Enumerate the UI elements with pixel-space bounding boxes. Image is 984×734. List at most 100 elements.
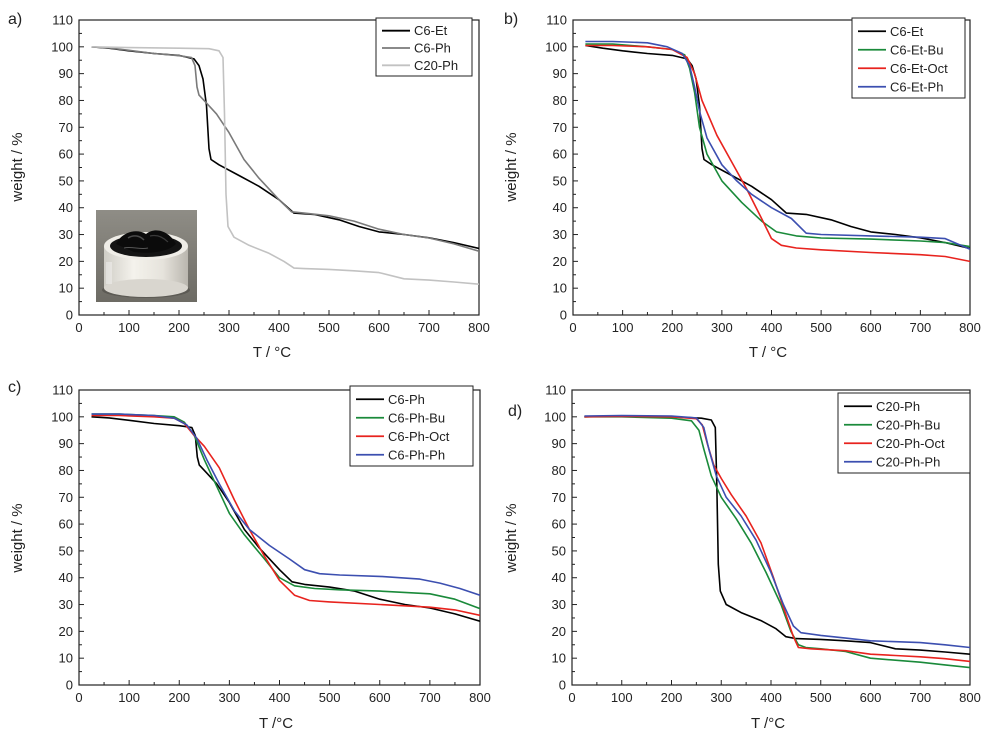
- y-tick-label: 90: [59, 66, 73, 81]
- x-tick-label: 700: [909, 690, 931, 705]
- x-tick-label: 0: [75, 320, 82, 335]
- legend-label: C6-Et: [414, 23, 448, 38]
- x-tick-label: 100: [118, 320, 140, 335]
- panel-c: 0 100 200 300 400 500 600 700 800 0 10 20 30 40 50 60 70…: [8, 379, 491, 732]
- x-tick-label: 0: [569, 320, 576, 335]
- y-tick-label: 0: [66, 678, 73, 693]
- y-tick-label: 50: [59, 173, 73, 188]
- y-tick-label: 70: [552, 490, 566, 505]
- x-tick-label: 700: [419, 690, 441, 705]
- y-tick-label: 110: [545, 383, 566, 398]
- x-tick-label: 600: [860, 690, 882, 705]
- y-tick-label: 100: [51, 409, 73, 424]
- panel-label: b): [504, 11, 518, 28]
- x-tick-label: 100: [611, 690, 633, 705]
- series-line-C6-Et: [585, 44, 970, 250]
- y-tick-label: 20: [552, 624, 566, 639]
- y-tick-label: 40: [552, 570, 566, 585]
- y-tick-label: 30: [552, 597, 566, 612]
- y-tick-label: 30: [59, 597, 73, 612]
- x-tick-label: 500: [810, 320, 832, 335]
- y-tick-label: 10: [553, 281, 567, 296]
- series-line-C20-Ph: [91, 46, 479, 285]
- y-tick-label: 90: [59, 436, 73, 451]
- y-tick-label: 40: [59, 570, 73, 585]
- x-tick-label: 0: [568, 690, 575, 705]
- series-line-C20-Ph-Ph: [584, 414, 970, 649]
- legend-label: C20-Ph: [876, 399, 920, 414]
- legend-label: C6-Et-Bu: [890, 42, 943, 57]
- y-tick-label: 90: [553, 66, 567, 81]
- y-tick-label: 70: [59, 120, 73, 135]
- y-tick-label: 20: [59, 254, 73, 269]
- y-tick-label: 40: [553, 200, 567, 215]
- y-tick-label: 50: [552, 543, 566, 558]
- legend-label: C6-Ph: [388, 392, 425, 407]
- series-group: [91, 413, 480, 622]
- series-line-C6-Ph: [91, 46, 479, 252]
- y-tick-label: 0: [560, 308, 567, 323]
- x-tick-label: 200: [661, 320, 683, 335]
- y-tick-label: 80: [59, 463, 73, 478]
- y-axis-label: weight / %: [9, 503, 26, 573]
- x-tick-label: 600: [368, 320, 390, 335]
- legend-label: C6-Ph-Ph: [388, 447, 445, 462]
- legend-label: C6-Ph-Oct: [388, 429, 450, 444]
- series-line-C20-Ph-Bu: [584, 416, 970, 669]
- y-tick-label: 10: [59, 281, 73, 296]
- y-tick-label: 80: [552, 463, 566, 478]
- x-axis-label: T / °C: [253, 344, 291, 361]
- legend-box: [375, 17, 473, 77]
- legend-label: C6-Et-Oct: [890, 61, 948, 76]
- x-axis-label: T /°C: [259, 715, 293, 732]
- x-tick-label: 400: [268, 320, 290, 335]
- x-tick-label: 600: [860, 320, 882, 335]
- y-tick-label: 30: [59, 227, 73, 242]
- y-tick-label: 80: [553, 93, 567, 108]
- panel-a: 0 100 200 300 400 500 600 700 800 0 10 20 30 40 50 60 70…: [8, 11, 490, 361]
- x-tick-label: 200: [661, 690, 683, 705]
- y-tick-label: 60: [59, 517, 73, 532]
- series-group: [584, 414, 970, 669]
- x-tick-label: 500: [810, 690, 832, 705]
- x-tick-label: 500: [319, 690, 341, 705]
- y-tick-label: 60: [553, 147, 567, 162]
- y-axis-label: weight / %: [503, 132, 520, 202]
- series-group: [585, 40, 970, 263]
- legend-label: C20-Ph-Bu: [876, 417, 940, 432]
- x-tick-label: 300: [219, 690, 241, 705]
- y-tick-label: 40: [59, 200, 73, 215]
- x-tick-label: 0: [75, 690, 82, 705]
- x-tick-label: 300: [218, 320, 240, 335]
- y-tick-label: 100: [544, 409, 566, 424]
- series-line-C6-Et-Ph: [585, 40, 970, 251]
- y-tick-label: 30: [553, 227, 567, 242]
- series-line-C20-Ph: [584, 415, 970, 655]
- x-tick-label: 200: [168, 320, 190, 335]
- y-tick-label: 100: [545, 39, 567, 54]
- x-tick-label: 800: [959, 320, 981, 335]
- y-tick-label: 0: [66, 308, 73, 323]
- x-tick-label: 800: [468, 320, 490, 335]
- panel-label: a): [8, 11, 22, 28]
- y-tick-label: 110: [52, 383, 73, 398]
- legend-label: C20-Ph-Ph: [876, 454, 940, 469]
- y-tick-label: 10: [552, 651, 566, 666]
- legend-label: C6-Et: [890, 24, 924, 39]
- panel-label: c): [8, 379, 21, 396]
- y-tick-label: 70: [59, 490, 73, 505]
- legend-label: C20-Ph: [414, 58, 458, 73]
- y-tick-label: 100: [51, 39, 73, 54]
- series-line-C6-Ph-Ph: [91, 413, 480, 596]
- y-tick-label: 80: [59, 93, 73, 108]
- y-tick-label: 0: [559, 678, 566, 693]
- legend-label: C6-Ph-Bu: [388, 410, 445, 425]
- x-tick-label: 800: [959, 690, 981, 705]
- panel-b: 0 100 200 300 400 500 600 700 800 0 10 20 30 40 50 60 70…: [503, 11, 981, 361]
- series-group: [91, 46, 479, 285]
- y-tick-label: 110: [546, 13, 567, 28]
- y-tick-label: 10: [59, 651, 73, 666]
- x-tick-label: 200: [168, 690, 190, 705]
- y-tick-label: 70: [553, 120, 567, 135]
- x-axis-label: T /°C: [751, 715, 785, 732]
